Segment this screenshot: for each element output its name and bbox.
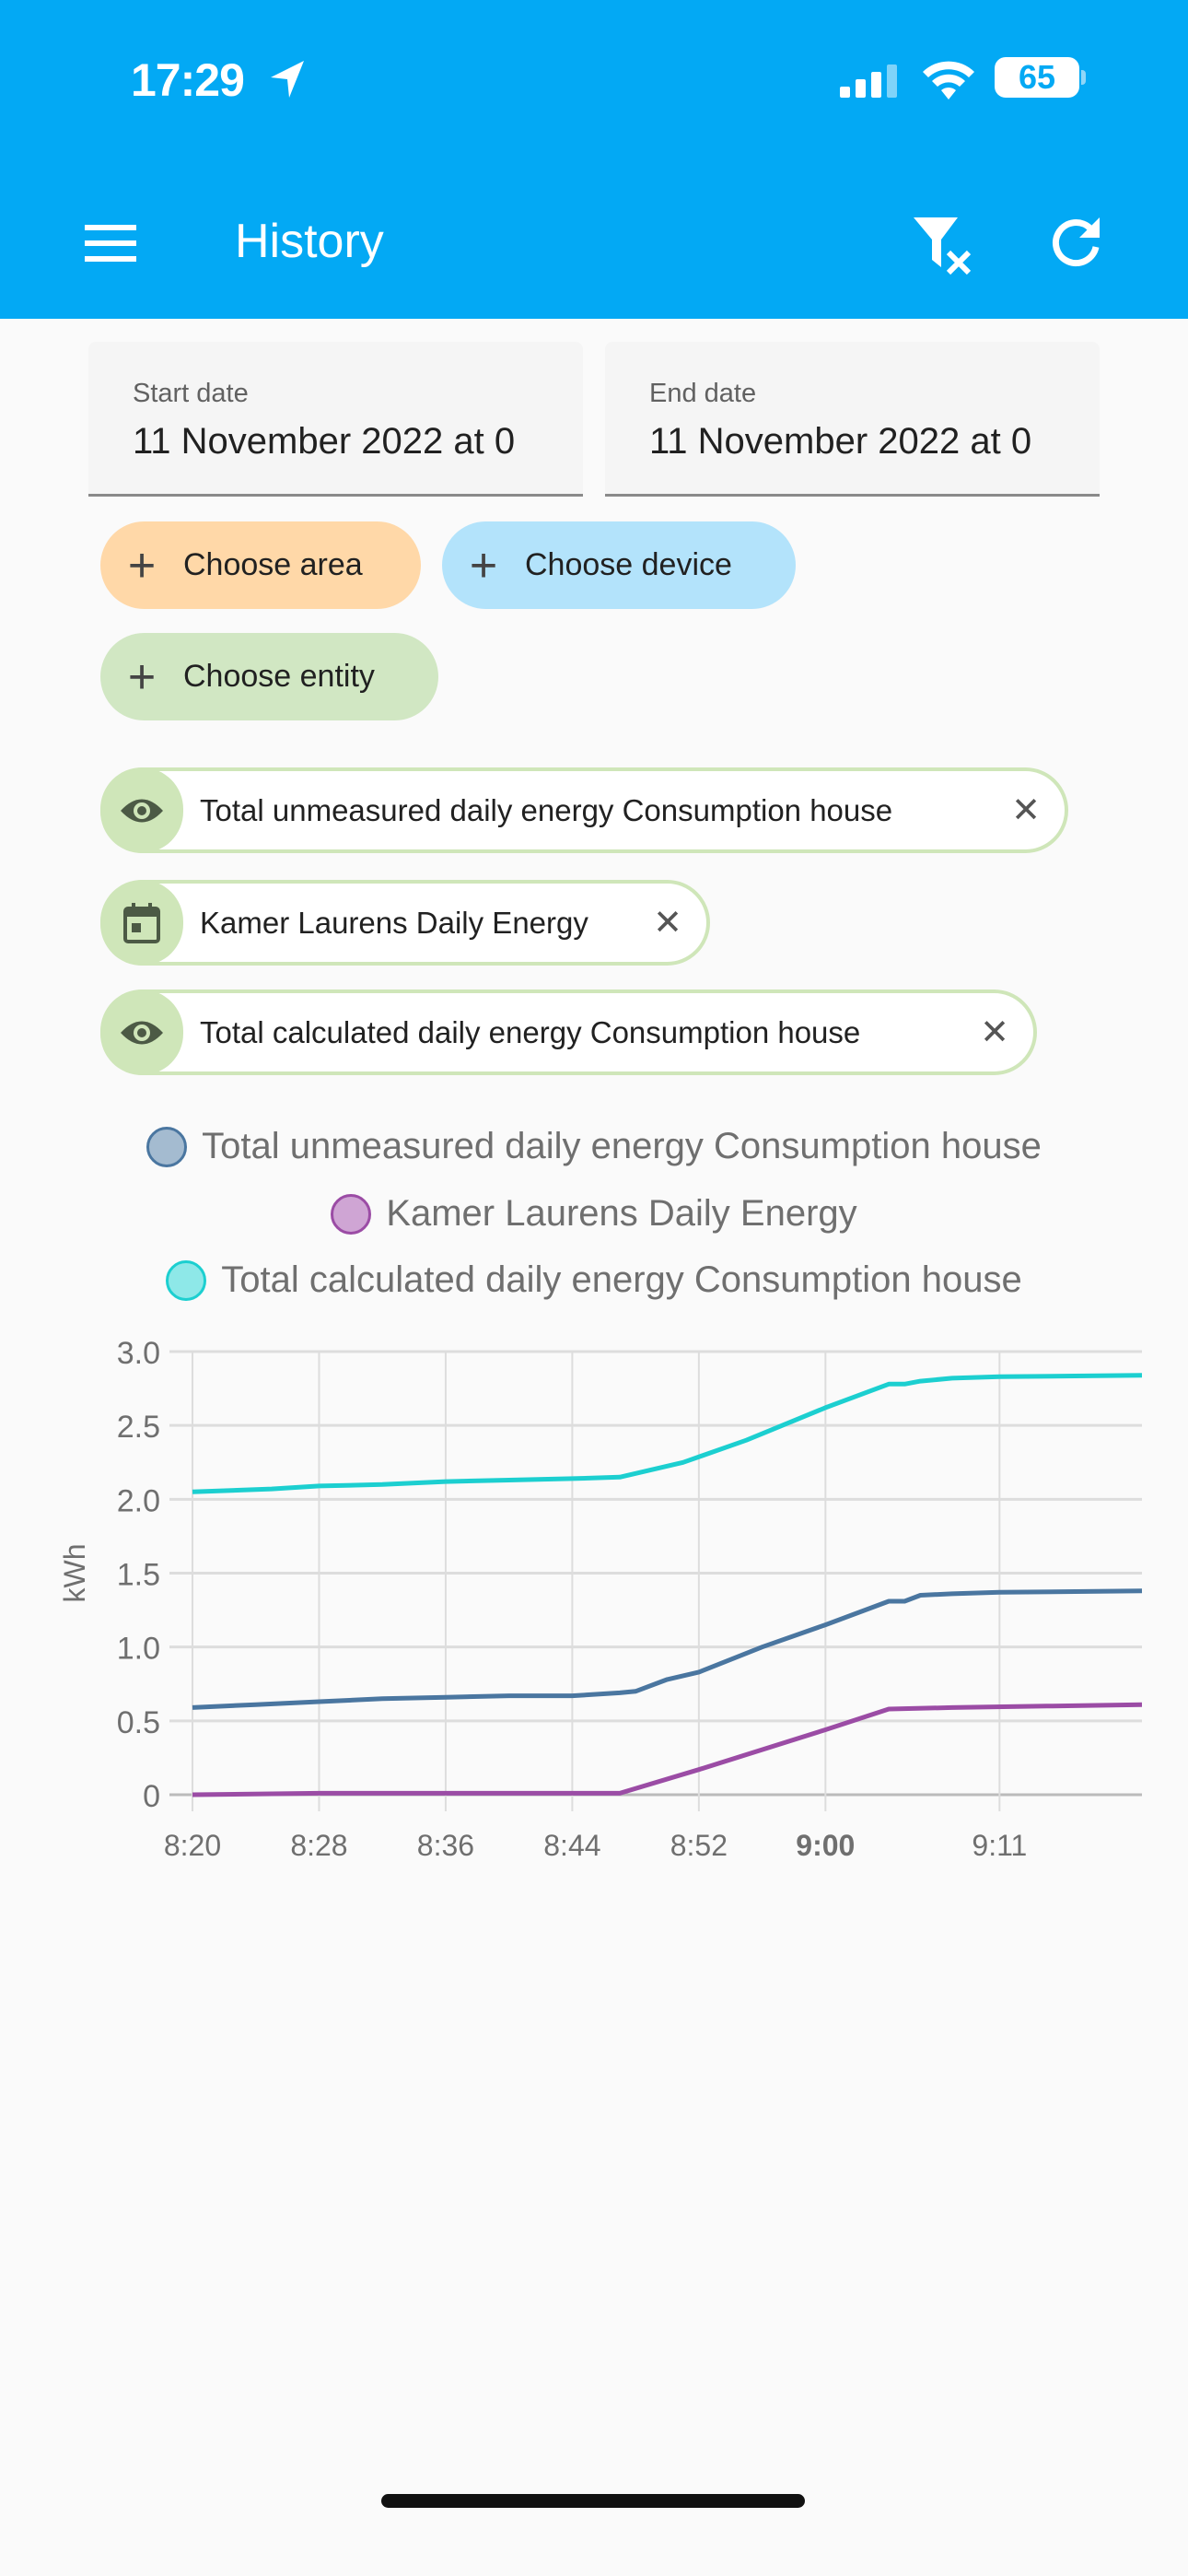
entity-chip-label: Total calculated daily energy Consumptio… (200, 1014, 861, 1049)
page-title: History (235, 215, 384, 268)
remove-icon[interactable]: ✕ (653, 904, 682, 943)
remove-icon[interactable]: ✕ (980, 1013, 1009, 1052)
end-date-label: End date (649, 379, 757, 408)
battery-indicator: 65 (995, 57, 1079, 98)
battery-tip (1081, 70, 1086, 85)
legend-item[interactable]: Kamer Laurens Daily Energy (0, 1193, 1188, 1235)
filter-remove-icon[interactable] (912, 216, 976, 276)
app-header: 17:29 65 History (0, 0, 1188, 319)
menu-icon[interactable] (85, 225, 136, 262)
y-tick-label: 1.5 (117, 1558, 160, 1593)
y-tick-label: 2.0 (117, 1483, 160, 1518)
history-chart: 0 0.5 1.0 1.5 2.0 2.5 3.0 8:20 8:28 8:36 8:44 8:52 9… (58, 1336, 1143, 1862)
choose-entity-button[interactable]: + Choose entity (100, 633, 438, 720)
location-arrow-icon (271, 61, 304, 98)
home-indicator[interactable] (381, 2494, 805, 2508)
plus-icon: + (469, 538, 498, 592)
y-tick-label: 2.5 (117, 1410, 160, 1445)
eye-icon (100, 767, 183, 853)
legend-label: Total calculated daily energy Consumptio… (221, 1259, 1022, 1300)
end-date-field[interactable]: End date 11 November 2022 at 0 (605, 342, 1100, 497)
plus-icon: + (127, 538, 157, 592)
x-tick-label: 8:20 (164, 1829, 221, 1862)
legend-label: Kamer Laurens Daily Energy (386, 1193, 857, 1234)
legend-marker (166, 1259, 207, 1301)
refresh-icon[interactable] (1050, 216, 1101, 267)
legend-marker (331, 1193, 372, 1235)
x-tick-label: 8:44 (543, 1829, 600, 1862)
y-axis-label: kWh (58, 1544, 91, 1603)
x-tick-label: 8:36 (417, 1829, 474, 1862)
start-date-label: Start date (133, 379, 249, 408)
y-tick-label: 3.0 (117, 1336, 160, 1371)
legend-item[interactable]: Total unmeasured daily energy Consumptio… (0, 1126, 1188, 1167)
entity-chip[interactable]: Kamer Laurens Daily Energy ✕ (100, 880, 710, 966)
choose-entity-label: Choose entity (183, 659, 375, 694)
start-date-value[interactable]: 11 November 2022 at 0 (133, 421, 516, 462)
remove-icon[interactable]: ✕ (1011, 791, 1041, 830)
series-line-1 (192, 1702, 1143, 1797)
legend-item[interactable]: Total calculated daily energy Consumptio… (0, 1259, 1188, 1301)
choose-device-button[interactable]: + Choose device (442, 521, 796, 609)
choose-device-label: Choose device (525, 547, 732, 582)
plus-icon: + (127, 650, 157, 704)
x-tick-label: 8:28 (290, 1829, 347, 1862)
series-line-2 (192, 1373, 1143, 1494)
entity-chip-label: Kamer Laurens Daily Energy (200, 905, 588, 940)
series-line-0 (192, 1588, 1143, 1710)
calendar-icon (100, 880, 183, 966)
signal-icon (840, 64, 897, 98)
entity-chip[interactable]: Total unmeasured daily energy Consumptio… (100, 767, 1068, 853)
choose-area-button[interactable]: + Choose area (100, 521, 421, 609)
entity-chip-label: Total unmeasured daily energy Consumptio… (200, 792, 893, 827)
status-time: 17:29 (131, 54, 245, 106)
legend-label: Total unmeasured daily energy Consumptio… (202, 1126, 1042, 1166)
x-tick-label: 8:52 (670, 1829, 728, 1862)
start-date-field[interactable]: Start date 11 November 2022 at 0 (88, 342, 583, 497)
y-tick-label: 0 (143, 1779, 160, 1814)
entity-chip[interactable]: Total calculated daily energy Consumptio… (100, 989, 1037, 1075)
x-tick-label: 9:00 (796, 1829, 855, 1862)
x-tick-label: 9:11 (972, 1829, 1027, 1862)
wifi-icon (923, 61, 974, 100)
choose-area-label: Choose area (183, 547, 363, 582)
eye-icon (100, 989, 183, 1075)
end-date-value[interactable]: 11 November 2022 at 0 (649, 421, 1032, 462)
y-tick-label: 1.0 (117, 1632, 160, 1667)
y-tick-label: 0.5 (117, 1705, 160, 1740)
legend-marker (146, 1126, 188, 1167)
